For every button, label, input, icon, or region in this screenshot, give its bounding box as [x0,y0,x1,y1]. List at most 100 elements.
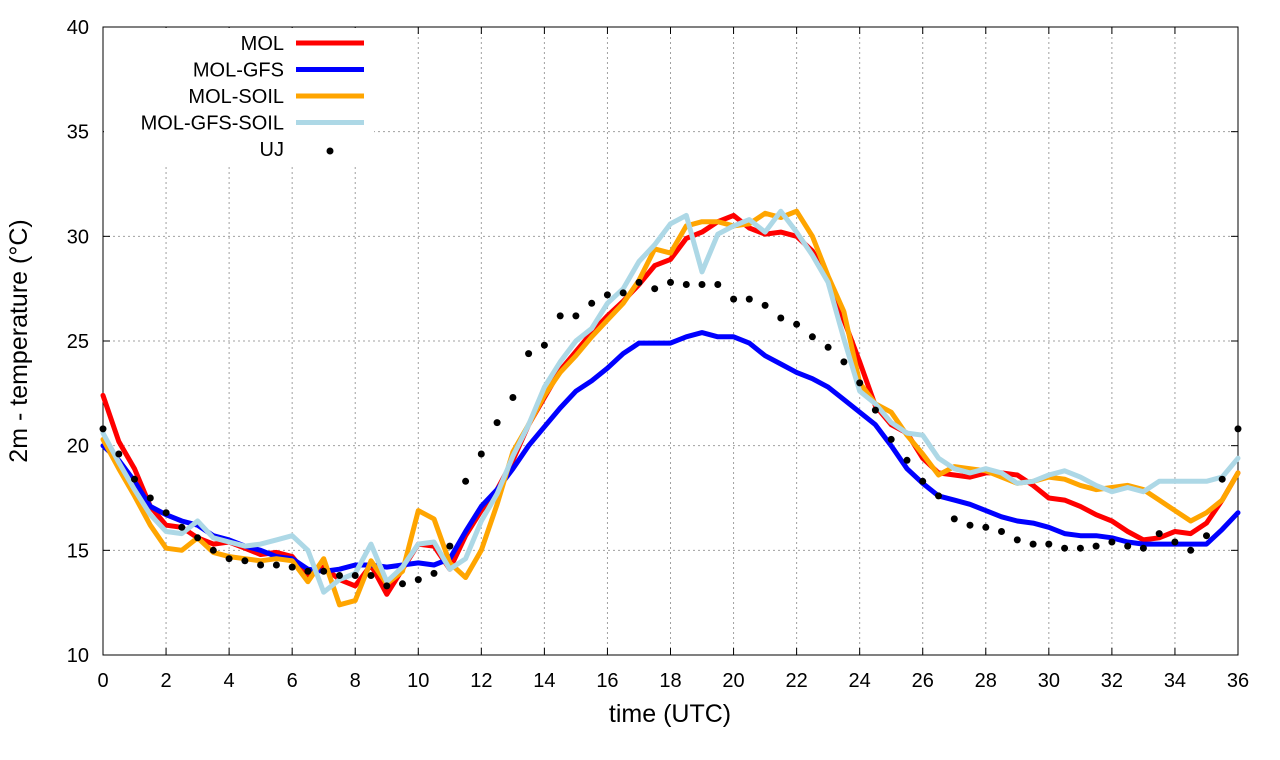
data-point [651,285,659,293]
data-point [194,534,202,542]
data-point [209,546,217,554]
x-tick-label: 28 [975,670,997,692]
data-point [572,312,580,320]
data-point [1013,536,1021,544]
data-point [272,561,280,569]
data-point [682,281,690,288]
data-point [399,580,406,588]
y-tick-label: 25 [67,331,89,353]
data-point [966,521,974,529]
x-tick-label: 0 [97,670,108,692]
data-point [871,406,879,414]
data-point [241,557,249,565]
data-point [1139,544,1147,552]
x-tick-label: 36 [1227,670,1249,692]
data-point [131,475,138,483]
data-point [430,569,438,577]
grid [103,27,1238,655]
data-point [99,425,107,433]
y-axis-label: 2m - temperature (°C) [5,219,33,462]
data-point [225,555,233,563]
y-tick-label: 15 [67,540,89,562]
data-point [777,314,785,322]
x-tick-label: 30 [1038,670,1060,692]
x-tick-label: 32 [1101,670,1123,692]
y-tick-label: 40 [67,17,89,39]
axis-ticks: 0 2 4 6 8 10 12 14 16 18 20 22 24 26 28 30 32 34 361015202… [67,17,1249,692]
data-point [840,358,848,366]
y-tick-label: 10 [67,645,89,667]
data-point [383,582,391,590]
series-line [100,208,1241,595]
data-point [619,289,627,297]
data-point [824,343,832,351]
legend-label: MOL-SOIL [188,86,284,108]
data-point [998,528,1005,535]
data-point [603,291,611,299]
data-point [887,435,895,443]
data-point [351,572,359,579]
data-point [146,494,154,502]
data-point [336,572,343,579]
data-point [761,301,769,309]
data-point [257,561,265,569]
data-point [714,281,722,288]
series-mol-gfs-soil [100,208,1241,595]
data-point [509,394,517,401]
data-point [556,312,564,320]
legend-swatch [326,147,334,155]
y-tick-label: 30 [67,226,89,248]
data-point [1092,542,1100,550]
data-point [1108,538,1116,546]
data-point [1029,540,1037,548]
legend: MOL MOL-GFS MOL-SOIL MOL-GFS-SOIL UJ [104,28,374,167]
x-tick-label: 20 [722,670,744,692]
data-point [588,299,596,307]
data-point [1203,532,1210,540]
data-point [446,542,454,550]
legend-label: UJ [260,139,284,161]
data-point [635,278,643,286]
data-point [982,523,990,531]
data-point [1076,544,1084,552]
data-point [698,281,706,288]
x-tick-label: 34 [1164,670,1186,692]
data-point [1234,425,1242,433]
data-point [903,456,911,464]
data-point [477,450,485,458]
data-point [525,350,533,358]
y-tick-label: 20 [67,436,89,458]
y-tick-label: 35 [67,122,89,144]
data-point [793,320,801,328]
data-point [745,295,753,303]
data-point [1045,540,1053,548]
x-tick-label: 22 [785,670,807,692]
data-point [1218,475,1226,483]
legend-label: MOL-GFS-SOIL [141,113,284,135]
series-uj [99,278,1242,590]
data-point [935,492,942,500]
data-point [367,572,375,579]
x-tick-label: 24 [849,670,871,692]
x-tick-label: 8 [350,670,361,692]
data-point [856,379,864,387]
x-axis-label: time (UTC) [609,700,731,728]
x-tick-label: 12 [470,670,492,692]
legend-label: MOL [241,33,284,55]
data-point [730,295,738,303]
data-point [667,278,674,286]
data-point [493,419,501,427]
data-point [1155,530,1163,538]
x-tick-label: 14 [533,670,555,692]
data-point [808,333,816,341]
data-point [304,567,312,575]
data-point [540,341,548,349]
data-point [1187,546,1195,554]
x-tick-label: 6 [287,670,298,692]
legend-label: MOL-GFS [193,60,284,82]
data-point [115,450,123,458]
data-point [950,515,958,523]
x-tick-label: 4 [224,670,235,692]
data-point [414,576,422,584]
